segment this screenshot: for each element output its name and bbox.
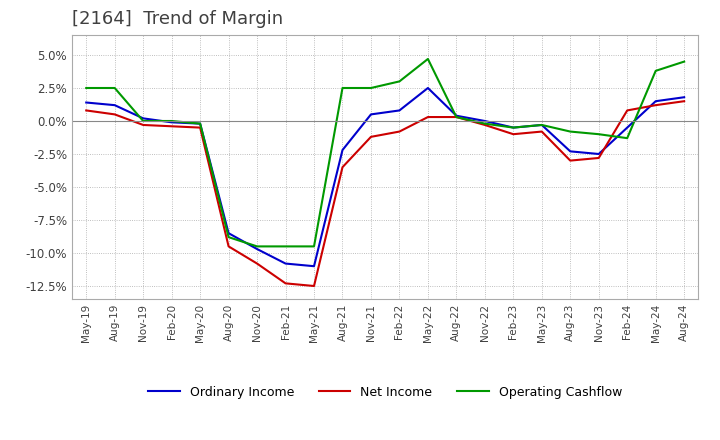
Ordinary Income [225, 231, 233, 236]
Ordinary Income [652, 99, 660, 104]
Ordinary Income [282, 261, 290, 266]
Net Income [167, 124, 176, 129]
Ordinary Income [139, 116, 148, 121]
Operating Cashflow [139, 118, 148, 124]
Text: [2164]  Trend of Margin: [2164] Trend of Margin [72, 10, 283, 28]
Net Income [310, 283, 318, 289]
Operating Cashflow [480, 121, 489, 126]
Line: Net Income: Net Income [86, 101, 684, 286]
Operating Cashflow [423, 56, 432, 62]
Ordinary Income [452, 113, 461, 118]
Net Income [452, 114, 461, 120]
Ordinary Income [509, 125, 518, 130]
Ordinary Income [366, 112, 375, 117]
Operating Cashflow [167, 118, 176, 124]
Net Income [282, 281, 290, 286]
Ordinary Income [566, 149, 575, 154]
Net Income [253, 261, 261, 266]
Ordinary Income [595, 151, 603, 157]
Net Income [595, 155, 603, 161]
Net Income [680, 99, 688, 104]
Operating Cashflow [338, 85, 347, 91]
Operating Cashflow [110, 85, 119, 91]
Net Income [338, 165, 347, 170]
Ordinary Income [537, 122, 546, 128]
Operating Cashflow [537, 122, 546, 128]
Net Income [509, 132, 518, 137]
Operating Cashflow [652, 68, 660, 73]
Net Income [623, 108, 631, 113]
Operating Cashflow [595, 132, 603, 137]
Net Income [225, 244, 233, 249]
Net Income [480, 122, 489, 128]
Net Income [537, 129, 546, 134]
Line: Operating Cashflow: Operating Cashflow [86, 59, 684, 246]
Net Income [423, 114, 432, 120]
Operating Cashflow [509, 125, 518, 130]
Operating Cashflow [253, 244, 261, 249]
Net Income [566, 158, 575, 163]
Operating Cashflow [623, 136, 631, 141]
Ordinary Income [423, 85, 432, 91]
Operating Cashflow [282, 244, 290, 249]
Net Income [366, 134, 375, 139]
Legend: Ordinary Income, Net Income, Operating Cashflow: Ordinary Income, Net Income, Operating C… [143, 381, 627, 404]
Operating Cashflow [310, 244, 318, 249]
Operating Cashflow [82, 85, 91, 91]
Ordinary Income [623, 125, 631, 130]
Net Income [196, 125, 204, 130]
Operating Cashflow [566, 129, 575, 134]
Line: Ordinary Income: Ordinary Income [86, 88, 684, 266]
Net Income [82, 108, 91, 113]
Ordinary Income [395, 108, 404, 113]
Ordinary Income [82, 100, 91, 105]
Ordinary Income [680, 95, 688, 100]
Operating Cashflow [225, 235, 233, 240]
Ordinary Income [338, 147, 347, 153]
Ordinary Income [310, 264, 318, 269]
Operating Cashflow [452, 114, 461, 120]
Operating Cashflow [196, 121, 204, 126]
Net Income [395, 129, 404, 134]
Ordinary Income [110, 103, 119, 108]
Ordinary Income [480, 118, 489, 124]
Ordinary Income [196, 121, 204, 126]
Operating Cashflow [366, 85, 375, 91]
Ordinary Income [167, 120, 176, 125]
Operating Cashflow [680, 59, 688, 64]
Net Income [110, 112, 119, 117]
Net Income [139, 122, 148, 128]
Ordinary Income [253, 246, 261, 252]
Operating Cashflow [395, 79, 404, 84]
Net Income [652, 103, 660, 108]
